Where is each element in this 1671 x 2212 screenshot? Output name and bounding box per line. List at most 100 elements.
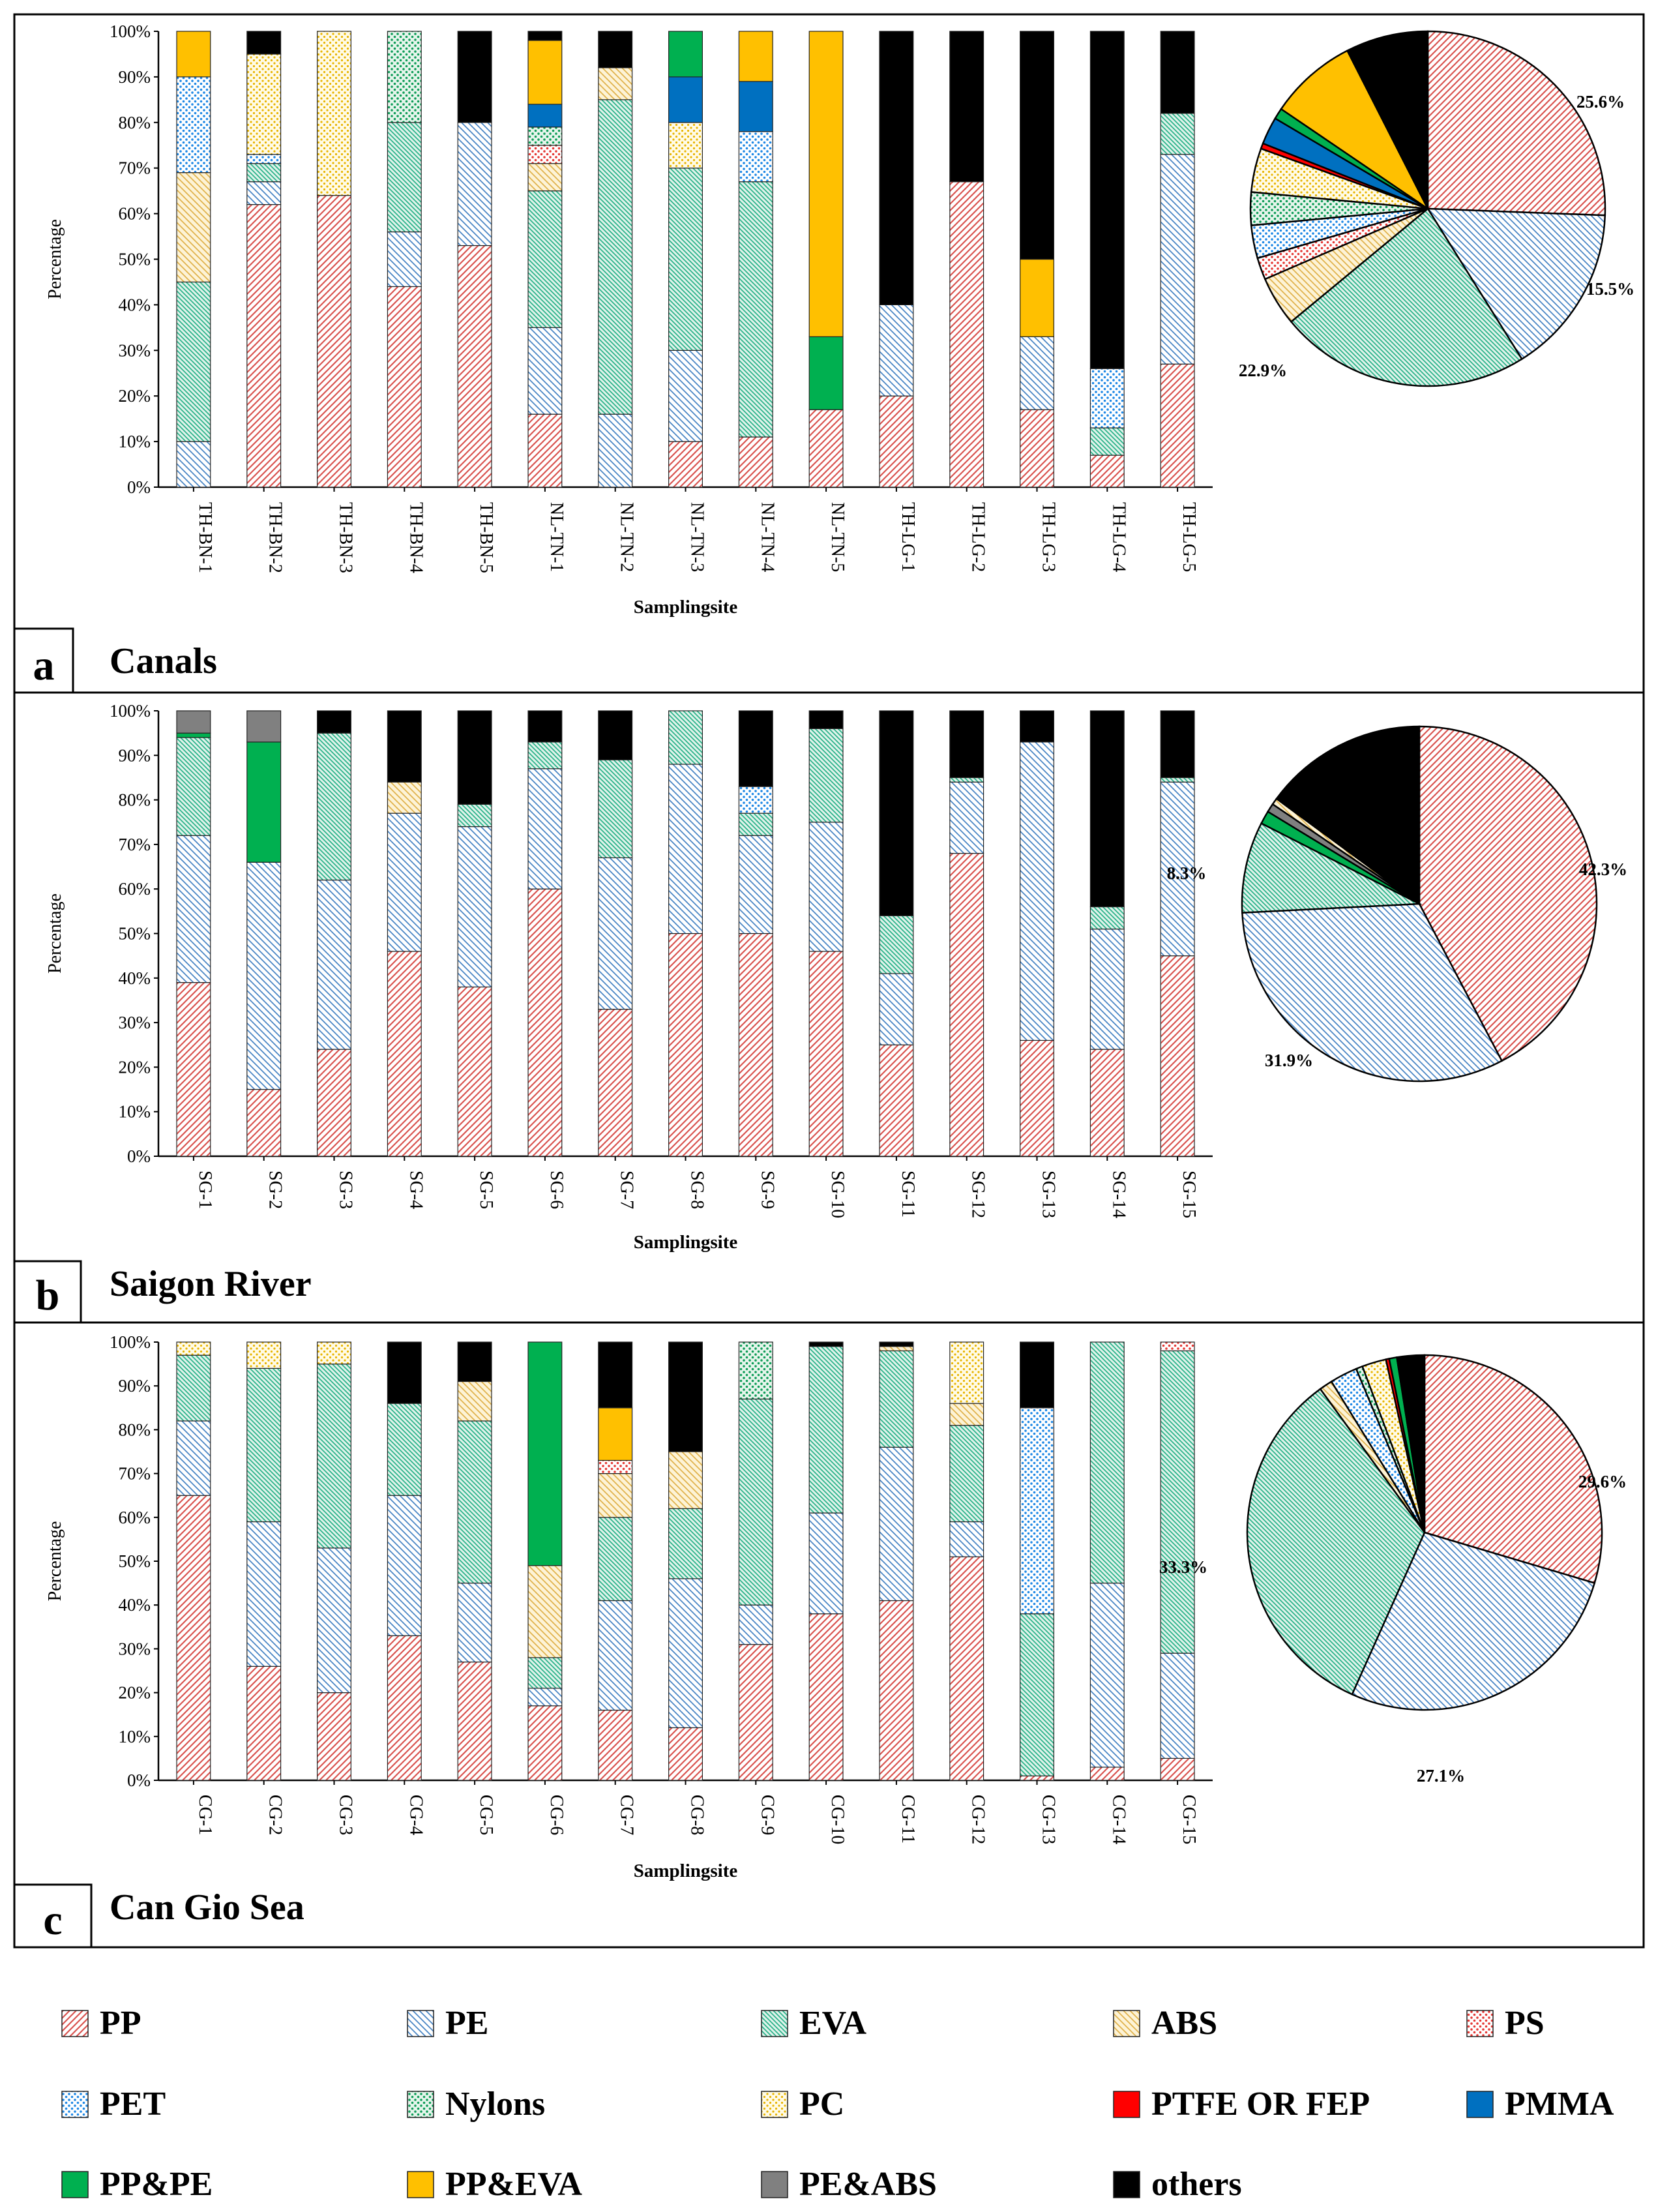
bar-segment-eva xyxy=(246,1368,282,1523)
y-tick-label: 10% xyxy=(119,1102,151,1122)
y-tick-label: 10% xyxy=(119,1727,151,1746)
bar-segment-ps xyxy=(1160,1341,1195,1352)
pie-slice-pp-eva xyxy=(1280,49,1429,210)
x-axis-label: Samplingsite xyxy=(634,1232,738,1253)
x-tick-label: SG-10 xyxy=(827,1171,848,1218)
bar-segment-eva xyxy=(1020,1613,1054,1776)
legend-label-pc: PC xyxy=(799,2085,844,2123)
legend-label-pp: PP xyxy=(100,2005,141,2042)
bar-segment-eva xyxy=(879,915,914,974)
panel-c: 0% 10% 20% 30% 40% 50% 60% 70% 80% 90% 100% Percent… xyxy=(13,1321,1645,1949)
bar-segment-pet xyxy=(176,76,211,173)
legend-label-pmma: PMMA xyxy=(1505,2085,1614,2123)
bar-segment-pe xyxy=(949,781,984,854)
panel-title: Can Gio Sea xyxy=(110,1887,304,1928)
pie-label-eva: 22.9% xyxy=(1239,361,1287,380)
bar-segment-pp xyxy=(879,1044,914,1157)
bar-segment-pe xyxy=(808,822,844,952)
bar-segment-others xyxy=(1020,31,1054,260)
bar-segment-pe xyxy=(457,1583,492,1663)
bar-segment-others xyxy=(598,1341,633,1409)
bar-segment-pp xyxy=(457,986,492,1157)
bar-segment-others xyxy=(1089,31,1125,369)
y-axis-label: Percentage xyxy=(45,1521,65,1602)
bar-segment-pc xyxy=(668,122,703,169)
legend-swatch-ps xyxy=(1466,2010,1494,2037)
bar-segment-pe xyxy=(668,350,703,442)
bar-segment-pe xyxy=(598,1600,633,1711)
x-tick-label: SG-14 xyxy=(1108,1171,1129,1218)
legend-swatch-pmma xyxy=(1466,2091,1494,2118)
bar-segment-ps xyxy=(527,145,563,164)
bar-segment-eva xyxy=(668,168,703,351)
bar-segment-eva xyxy=(457,803,492,828)
bar-segment-others xyxy=(246,31,282,55)
bar-segment-pe xyxy=(246,1521,282,1667)
bar-segment-others xyxy=(457,31,492,123)
bar-segment-eva xyxy=(457,1420,492,1584)
y-tick-label: 90% xyxy=(119,67,151,87)
legend-label-pet: PET xyxy=(100,2085,166,2123)
legend-swatch-pe xyxy=(407,2010,434,2037)
panel-letter: b xyxy=(36,1272,60,1319)
bar-segment-pp xyxy=(176,1495,211,1781)
x-tick-label: SG-4 xyxy=(406,1171,426,1209)
bar-segment-pe xyxy=(1160,781,1195,957)
legend-swatch-eva xyxy=(761,2010,788,2037)
x-tick-label: TH-LG-5 xyxy=(1179,502,1199,572)
panel-b: 0% 10% 20% 30% 40% 50% 60% 70% 80% 90% 100% Percent… xyxy=(13,691,1645,1324)
x-tick-label: SG-15 xyxy=(1179,1171,1199,1218)
legend-swatch-ptfe-or-fep xyxy=(1113,2091,1140,2118)
bar-segment-others xyxy=(1160,710,1195,779)
y-tick-label: 50% xyxy=(119,250,151,269)
pie-slice-pe xyxy=(1426,207,1606,361)
pie-slice-pp xyxy=(1423,1354,1603,1585)
bar-segment-others xyxy=(668,1341,703,1452)
bar-segment-pp xyxy=(317,1049,351,1157)
bar-segment-pe xyxy=(668,1578,703,1728)
legend-label-pp-pe: PP&PE xyxy=(100,2166,213,2203)
bar-segment-others xyxy=(808,710,844,729)
y-tick-label: 40% xyxy=(119,1595,151,1615)
bar-segment-pc xyxy=(317,31,351,196)
legend-label-pe: PE xyxy=(445,2005,488,2042)
pie-label-eva: 8.3% xyxy=(1167,863,1207,883)
bar-segment-pe xyxy=(246,861,282,1090)
bar-segment-pp xyxy=(457,245,492,488)
bar-segment-pp xyxy=(949,181,984,488)
y-tick-label: 90% xyxy=(119,745,151,765)
bar-segment-pp-pe xyxy=(808,336,844,410)
bar-segment-pp xyxy=(1160,955,1195,1157)
bar-segment-pp xyxy=(949,1556,984,1781)
bar-segment-pp xyxy=(738,933,773,1157)
bar-segment-pp xyxy=(317,195,351,488)
y-tick-label: 80% xyxy=(119,113,151,132)
x-tick-label: CG-13 xyxy=(1039,1795,1059,1844)
pie-label-pe: 31.9% xyxy=(1265,1051,1313,1070)
bar-segment-pp xyxy=(598,1709,633,1781)
x-tick-label: SG-12 xyxy=(968,1171,988,1218)
bar-segment-pmma xyxy=(527,104,563,128)
x-tick-label: NL-TN-5 xyxy=(827,502,848,572)
y-tick-label: 90% xyxy=(119,1376,151,1396)
bar-segment-pe xyxy=(527,327,563,415)
bar-segment-pp-eva xyxy=(738,31,773,82)
bar-segment-eva xyxy=(527,741,563,770)
bar-segment-pe xyxy=(1160,154,1195,365)
x-tick-label: SG-9 xyxy=(757,1171,777,1209)
bar-segment-pc xyxy=(949,1341,984,1404)
x-tick-label: NL-TN-3 xyxy=(687,502,707,572)
y-axis-label: Percentage xyxy=(45,893,65,974)
y-tick-label: 70% xyxy=(119,1464,151,1484)
pie-label-pe: 15.5% xyxy=(1586,279,1634,299)
x-tick-label: SG-13 xyxy=(1039,1171,1059,1218)
bar-segment-pe xyxy=(879,973,914,1045)
y-axis-label: Percentage xyxy=(45,219,65,299)
y-tick-label: 60% xyxy=(119,879,151,899)
bar-segment-pe xyxy=(1160,1652,1195,1759)
bar-segment-pe xyxy=(598,413,633,488)
x-tick-label: CG-10 xyxy=(827,1795,848,1844)
x-tick-label: CG-12 xyxy=(968,1795,988,1844)
bar-segment-pe xyxy=(176,441,211,488)
